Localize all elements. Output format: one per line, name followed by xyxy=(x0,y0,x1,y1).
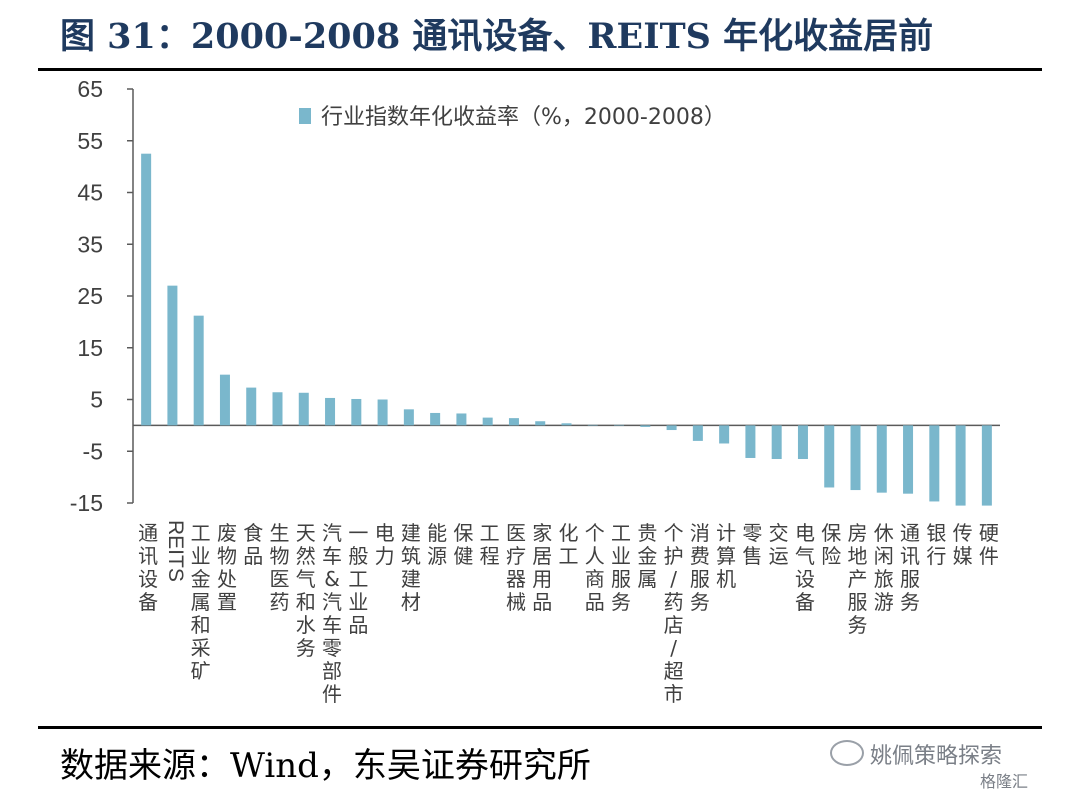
x-tick-label: 能源 xyxy=(427,521,447,568)
y-tick-label: 25 xyxy=(77,283,103,309)
bar xyxy=(561,423,572,426)
x-tick-label: 电力 xyxy=(375,521,395,568)
x-tick-label: 汽车&汽车零部件 xyxy=(322,521,342,706)
bar xyxy=(692,425,703,441)
x-tick-label: 天然气和水务 xyxy=(296,521,316,660)
y-tick-label: 15 xyxy=(77,335,103,361)
x-tick-label: 休闲旅游 xyxy=(874,521,894,614)
figure-title: 图 31：2000-2008 通讯设备、REITS 年化收益居前 xyxy=(60,16,934,57)
bar xyxy=(981,425,992,506)
x-tick-label: 工业服务 xyxy=(611,521,631,614)
x-tick-label: 零售 xyxy=(742,521,762,568)
y-tick-label: 55 xyxy=(77,128,103,154)
y-tick-label: -15 xyxy=(70,490,103,516)
bar xyxy=(298,392,309,426)
bar xyxy=(903,425,914,494)
bar xyxy=(640,425,651,427)
bar xyxy=(771,425,782,460)
bar xyxy=(929,425,940,502)
x-tick-label: 化工 xyxy=(559,521,579,568)
x-tick-label: 生物医药 xyxy=(270,521,290,614)
bar xyxy=(797,425,808,460)
source-note: 数据来源：Wind，东吴证券研究所 xyxy=(60,746,591,786)
bar xyxy=(246,387,257,426)
bar xyxy=(587,424,598,426)
bar-chart: 65 55 45 35 25 15 5 -5 -15 通讯设备 REITS 工业金属和采矿废物处置食品… xyxy=(70,76,1000,706)
y-tick-label: -5 xyxy=(83,438,103,464)
x-tick-label: 硬件 xyxy=(979,521,999,568)
x-tick-label: 电气设备 xyxy=(795,521,815,614)
wechat-icon xyxy=(830,740,864,766)
x-tick-label: 计算机 xyxy=(716,521,736,591)
bar xyxy=(876,425,887,493)
x-tick-label: 消费服务 xyxy=(690,521,710,614)
bar xyxy=(167,285,178,426)
x-tick-label: 保健 xyxy=(453,521,473,568)
x-tick-label: REITS xyxy=(164,520,187,582)
x-tick-label: 通讯服务 xyxy=(900,521,920,614)
x-tick-label: 工程 xyxy=(480,521,500,568)
x-tick-label: 一般工业品 xyxy=(348,521,368,637)
x-tick-label: 交运 xyxy=(769,521,789,568)
x-tick-label: 废物处置 xyxy=(217,521,237,614)
y-tick-label: 45 xyxy=(77,180,103,206)
x-tick-label: 房地产服务 xyxy=(848,521,868,637)
bar xyxy=(508,418,519,426)
bar xyxy=(614,424,625,426)
bar xyxy=(351,398,362,426)
bar xyxy=(824,425,835,488)
x-tick-label: 贵金属 xyxy=(637,521,657,591)
x-tick-label: 传媒 xyxy=(953,521,973,568)
bar xyxy=(850,425,861,491)
watermark-subtext: 格隆汇 xyxy=(980,772,1029,791)
x-tick-label: 家居用品 xyxy=(532,521,552,614)
x-tick-label: 工业金属和采矿 xyxy=(191,521,211,683)
x-tick-label: 个人商品 xyxy=(585,521,605,614)
bar xyxy=(325,397,336,426)
bar xyxy=(955,425,966,506)
bar xyxy=(219,374,230,426)
bar xyxy=(719,425,730,444)
x-tick-label: 食品 xyxy=(243,521,263,568)
watermark-text: 姚佩策略探索 xyxy=(870,744,1003,769)
x-tick-label: 保险 xyxy=(821,521,841,568)
bar xyxy=(193,315,204,426)
y-tick-label: 5 xyxy=(90,387,103,413)
bar xyxy=(430,412,441,426)
bar xyxy=(456,413,467,426)
bar xyxy=(482,417,493,426)
bar xyxy=(272,392,283,426)
legend-swatch xyxy=(299,108,311,124)
bar xyxy=(535,421,546,426)
watermark: 姚佩策略探索 格隆汇 xyxy=(830,736,1060,796)
y-tick-label: 35 xyxy=(77,231,103,257)
source-rule xyxy=(38,726,1042,729)
bar xyxy=(745,425,756,458)
x-tick-label: 个护/药店/超市 xyxy=(664,521,684,706)
x-tick-label: 医疗器械 xyxy=(506,521,526,614)
bar xyxy=(403,409,414,426)
title-rule xyxy=(38,68,1042,71)
y-tick-label: 65 xyxy=(77,76,103,102)
bar xyxy=(141,153,152,426)
x-tick-label: 建筑建材 xyxy=(401,521,421,614)
bar xyxy=(666,425,677,431)
bar xyxy=(377,399,388,426)
legend-label: 行业指数年化收益率（%，2000-2008） xyxy=(321,105,726,130)
x-tick-label: 通讯设备 xyxy=(138,521,158,614)
x-tick-label: 银行 xyxy=(926,521,946,568)
